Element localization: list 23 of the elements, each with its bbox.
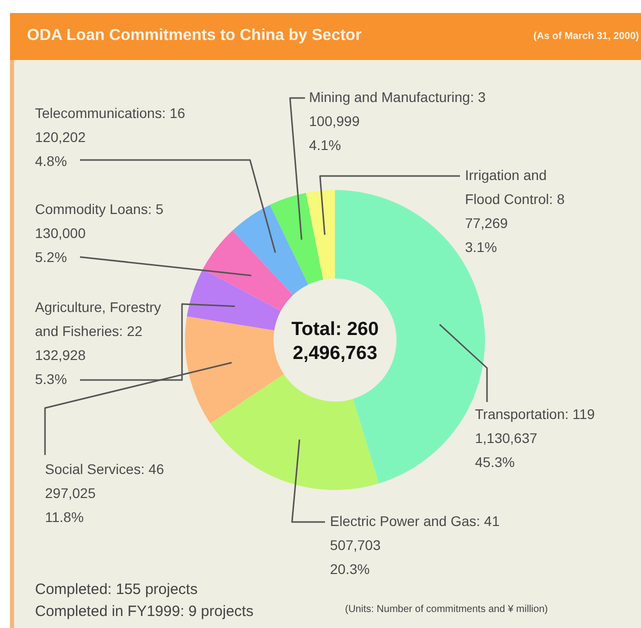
text: 2,496,763 <box>292 343 378 364</box>
slice-label: Commodity Loans: 5 <box>35 200 164 217</box>
data-label: 1,130,637 45.3% <box>475 430 538 470</box>
data-label: 297,025 11.8% <box>45 484 96 525</box>
data-label: 77,269 3.1% <box>465 214 508 255</box>
chart-subtitle: (As of March 31, 2000) <box>533 31 639 42</box>
text: Completed in FY1999: 9 projects <box>35 603 254 620</box>
data-label: 120,202 4.8% <box>35 128 86 169</box>
text: (Units: Number of commitments and ¥ million) <box>345 604 548 615</box>
chart-title: ODA Loan Commitments to China by Sector <box>27 27 362 45</box>
slice-label: Social Services: 46 <box>45 460 164 477</box>
slice-label: Agriculture, Forestry and Fisheries: 22 <box>35 298 162 339</box>
slice-label: Mining and Manufacturing: 3 <box>309 88 486 105</box>
data-label: 100,999 4.1% <box>309 112 360 153</box>
data-label: 507,703 20.3% <box>330 536 381 577</box>
slice-label: Telecommunications: 16 <box>35 104 186 121</box>
slice-label: Electric Power and Gas: 41 <box>330 512 500 529</box>
data-label: 130,000 5.2% <box>35 224 86 265</box>
text: Completed: 155 projects <box>35 581 198 598</box>
text: Total: 260 <box>291 319 379 340</box>
slice-label: Irrigation and Flood Control: 8 <box>465 166 565 207</box>
slice-label: Transportation: 119 <box>475 406 596 422</box>
data-label: 132,928 5.3% <box>35 346 86 387</box>
